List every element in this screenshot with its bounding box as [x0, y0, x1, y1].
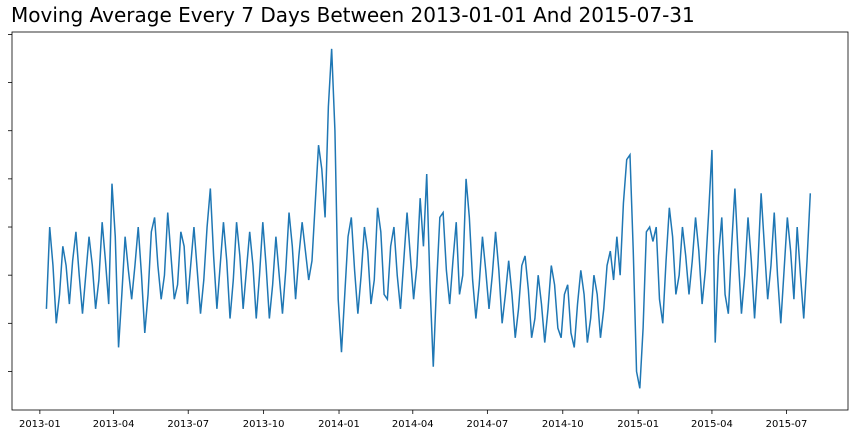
x-tick-label: 2014-01	[318, 419, 360, 430]
plot-frame	[11, 31, 849, 411]
x-tick-label: 2013-04	[93, 419, 135, 430]
x-tick-label: 2015-07	[766, 419, 808, 430]
x-tick-label: 2013-10	[243, 419, 285, 430]
chart-title: Moving Average Every 7 Days Between 2013…	[11, 3, 695, 27]
x-tick-label: 2015-01	[617, 419, 659, 430]
x-tick-label: 2014-04	[392, 419, 434, 430]
x-tick-label: 2014-10	[542, 419, 584, 430]
data-line	[45, 48, 812, 389]
x-tick-label: 2014-07	[466, 419, 508, 430]
x-tick-label: 2015-04	[691, 419, 733, 430]
x-tick-label: 2013-07	[167, 419, 209, 430]
x-tick-label: 2013-01	[19, 419, 61, 430]
